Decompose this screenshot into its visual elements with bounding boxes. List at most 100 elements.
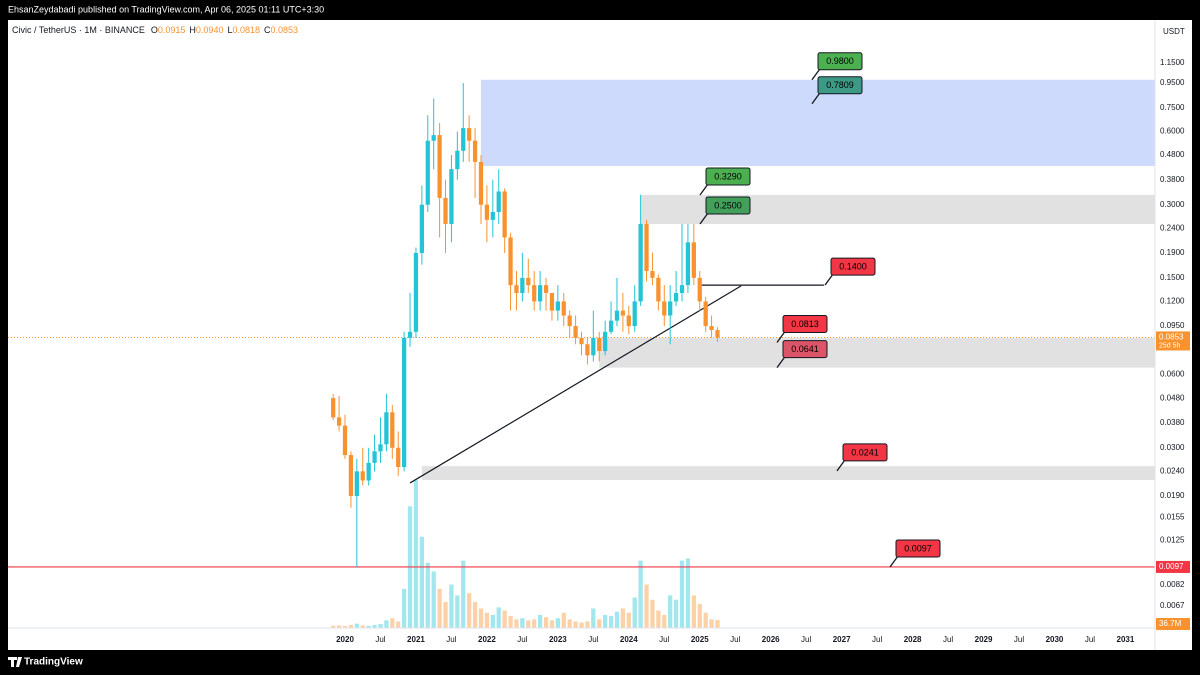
candle-body [537,285,543,302]
candle-body [478,161,484,205]
volume-badge [1156,618,1190,630]
volume-bar [537,614,543,628]
volume-bar [508,616,513,628]
symbol: Civic / TetherUS · 1M · BINANCE [12,25,145,35]
x-tick-label: Jul [588,635,598,644]
price-badge [1156,331,1190,351]
candle-body [390,412,395,448]
candle-body [597,337,602,352]
volume-bar [620,608,626,628]
volume-bar [413,480,419,628]
candle-body [685,242,691,286]
volume-bar [390,618,395,628]
candle-body [425,140,430,205]
candle-body [431,135,436,141]
candle-body [632,301,637,327]
annotation-pointer [811,68,821,81]
y-tick-label: 0.1900 [1160,248,1185,257]
volume-bar [402,588,407,628]
x-tick-label: 2031 [1117,635,1135,644]
volume-bar [360,625,365,628]
x-tick-label: Jul [801,635,811,644]
volume-bar [502,610,507,628]
ohlc-value: 0.0853 [271,25,299,35]
annotation-box [782,340,828,359]
annotation-box [817,76,863,95]
volume-bar [396,621,401,628]
volume-bar [336,625,342,628]
y-tick-label: 0.0380 [1160,418,1185,427]
volume-bar [342,626,348,628]
annotation-pointer [836,459,846,472]
y-tick-label: 0.0125 [1160,535,1185,544]
volume-bar [384,620,389,628]
candle-body [673,292,679,302]
ohlc-key: H [189,25,196,35]
x-tick-label: Jul [943,635,953,644]
volume-bar [591,608,596,628]
volume-bar [703,612,708,628]
y-tick-label: 0.0480 [1160,393,1185,402]
volume-bar [573,621,578,628]
ohlc-value: 0.0818 [232,25,260,35]
candle-body [668,301,673,316]
volume-bar [472,601,478,628]
volume-bar [366,625,371,628]
trend-line [409,285,742,484]
publisher: EhsanZeydabadi published on TradingView.… [8,4,324,14]
volume-bar [490,614,495,628]
y-tick-label: 0.0155 [1160,513,1185,522]
annotation-label: 0.2500 [714,200,742,210]
candle-body [703,301,708,327]
candle-body [573,326,578,338]
candle-body [526,277,531,286]
candle-body [484,204,490,220]
annotation-pointer [811,92,821,105]
annotation-box [782,315,828,334]
y-tick-label: 0.2400 [1160,223,1185,232]
x-tick-label: Jul [446,635,456,644]
zone [599,338,1155,368]
ohlc-key: O [151,25,158,35]
annotation-box [830,257,876,276]
y-tick-label: 0.0240 [1160,466,1185,475]
volume-bar [644,584,649,628]
candle-body [662,301,667,316]
volume-bar [455,595,460,628]
annotation-label: 0.0813 [791,319,819,329]
volume-bar [685,558,691,628]
candle-body [585,344,590,356]
symbol-line: Civic / TetherUS · 1M · BINANCE O0.0915 H0… [12,25,298,35]
candle-body [715,330,720,338]
candle-body [697,277,702,302]
volume-bar [626,612,631,628]
x-tick-label: 2025 [691,635,709,644]
candle-body [455,150,460,170]
candle-body [650,271,655,278]
y-tick-label: 0.3000 [1160,200,1185,209]
annotation-pointer [776,331,786,343]
candle-body [591,337,596,356]
candle-body [561,301,566,316]
candle-body [372,451,377,463]
candle-body [679,285,685,293]
y-tick-label: 0.3800 [1160,175,1185,184]
annotation-box [817,52,863,71]
volume-badge-label: 36.7M [1159,619,1182,628]
axes: 1.1500 0.9500 0.7500 0.6000 0.4800 0.3800 0.30… [336,58,1190,644]
candle-body [614,310,620,321]
candle-body [336,417,342,426]
volume-bar [443,601,448,628]
candle-body [532,285,537,302]
volume-bar [532,619,537,628]
candle-body [709,326,714,331]
volume-bar [514,619,519,628]
volume-bar [526,620,531,628]
price-badge-label: 0.0853 [1159,333,1184,342]
candle-body [496,191,501,212]
volume-bar [697,604,702,628]
candle-body [603,331,608,352]
x-tick-label: 2028 [904,635,922,644]
candle-body [354,471,359,496]
